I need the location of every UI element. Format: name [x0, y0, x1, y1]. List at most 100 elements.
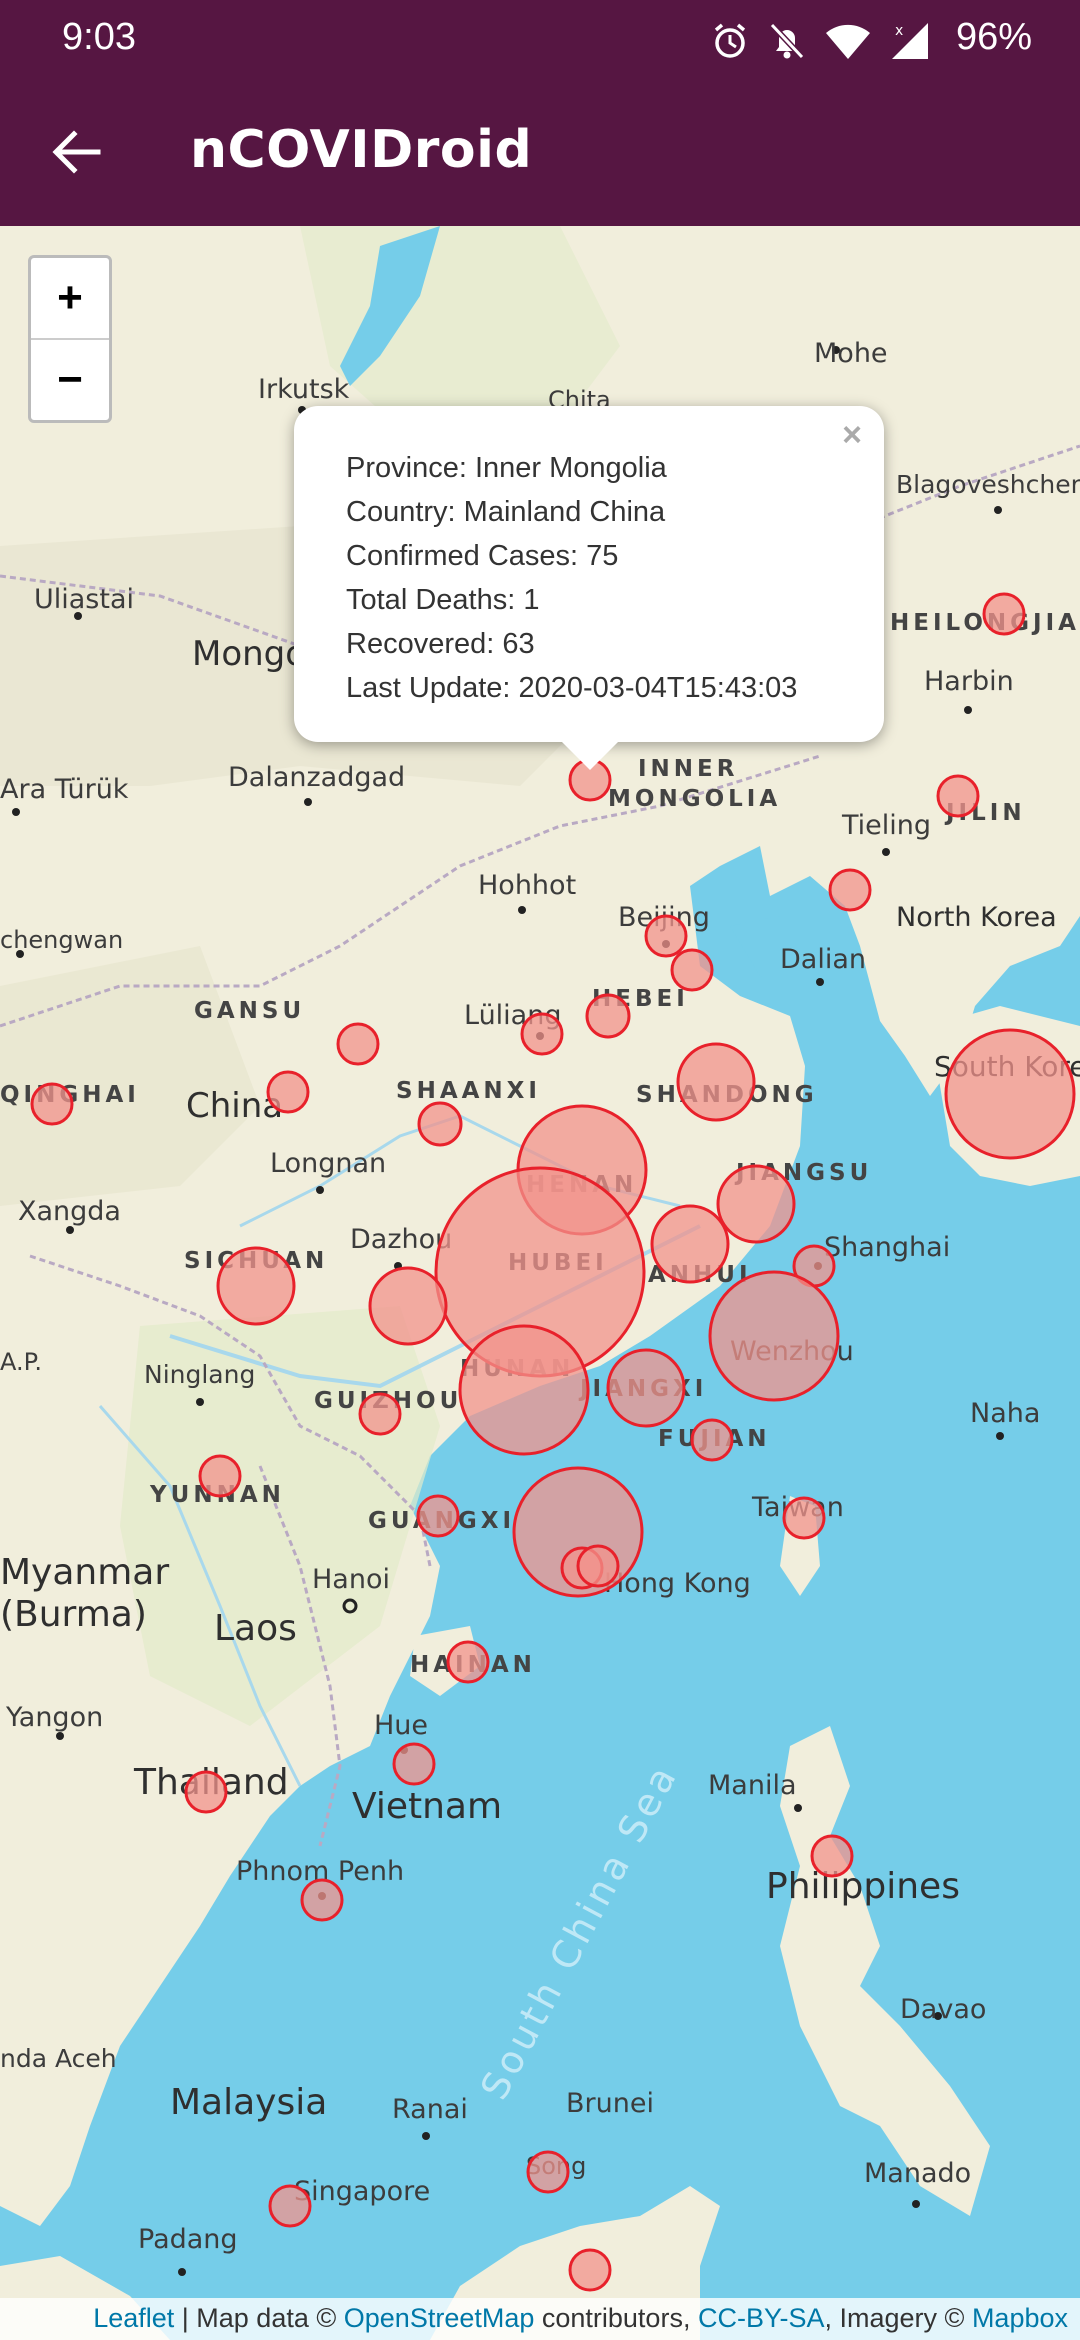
map-label: Dazhou: [350, 1224, 453, 1255]
case-marker[interactable]: [392, 1742, 436, 1786]
case-marker[interactable]: [708, 1270, 840, 1402]
case-marker[interactable]: [30, 1082, 74, 1126]
mekong-river: [98, 1405, 302, 1787]
cc-by-sa-link[interactable]: CC-BY-SA: [697, 2303, 825, 2333]
notifications-off-icon: [769, 22, 805, 60]
map-label: (Burma): [0, 1594, 147, 1635]
case-marker[interactable]: [828, 868, 872, 912]
attribution-text: , Imagery ©: [824, 2303, 972, 2333]
map-label: Tieling: [842, 810, 932, 841]
north-korea-land: [850, 816, 960, 946]
map-label: Singapore: [294, 2176, 431, 2207]
map-label: Ara Türük: [0, 774, 129, 805]
lake-baikal: [340, 226, 440, 386]
case-marker[interactable]: [650, 1204, 730, 1284]
map-label: Irkutsk: [258, 374, 350, 405]
map-label: Ranai: [392, 2094, 468, 2125]
case-marker[interactable]: [184, 1770, 228, 1814]
back-arrow-icon[interactable]: [48, 124, 104, 180]
case-marker[interactable]: [446, 1640, 490, 1684]
sea-patch: [730, 916, 820, 986]
case-popup: × Province: Inner Mongolia Country: Main…: [294, 406, 884, 742]
map-label: Longnan: [270, 1148, 387, 1179]
map-label: Shanghai: [824, 1232, 951, 1263]
openstreetmap-link[interactable]: OpenStreetMap: [343, 2303, 535, 2333]
zoom-out-button[interactable]: −: [57, 355, 83, 404]
case-marker[interactable]: [336, 1022, 380, 1066]
case-marker[interactable]: [690, 1418, 734, 1462]
map-label: MONGOLIA: [608, 786, 782, 812]
mapbox-link[interactable]: Mapbox: [971, 2303, 1068, 2333]
popup-deaths: Total Deaths: 1: [346, 584, 540, 616]
cell-signal-icon: x: [892, 23, 928, 59]
popup-country: Country: Mainland China: [346, 496, 666, 528]
leaflet-link[interactable]: Leaflet: [93, 2303, 175, 2333]
map-label: chengwan: [0, 926, 124, 954]
case-marker[interactable]: [585, 993, 631, 1039]
case-marker[interactable]: [300, 1878, 344, 1922]
case-marker[interactable]: [268, 2184, 312, 2228]
case-marker[interactable]: [810, 1834, 854, 1878]
border-laos: [258, 1465, 342, 1847]
map-label: Dalian: [780, 944, 866, 975]
app-title: nCOVIDroid: [190, 120, 533, 180]
app-bar: nCOVIDroid: [0, 80, 1080, 226]
attribution-text: contributors,: [534, 2303, 698, 2333]
case-marker[interactable]: [568, 2248, 612, 2292]
case-marker[interactable]: [782, 1496, 826, 1540]
map-label: North Korea: [896, 902, 1057, 933]
case-marker[interactable]: [676, 1042, 756, 1122]
status-bar: 9:03 x 96%: [0, 0, 1080, 80]
case-marker[interactable]: [417, 1101, 463, 1147]
battery-level: 96%: [955, 16, 1032, 58]
map-label: Dalanzadgad: [228, 762, 406, 793]
map-label: Hanoi: [312, 1564, 390, 1595]
case-marker[interactable]: [716, 1164, 796, 1244]
attribution-text: | Map data ©: [174, 2303, 344, 2333]
map-attribution: Leaflet | Map data © OpenStreetMap contr…: [0, 2298, 1080, 2340]
map-label: Padang: [138, 2224, 238, 2255]
map-label: Hue: [374, 1710, 429, 1741]
case-marker[interactable]: [458, 1324, 590, 1456]
case-marker[interactable]: [216, 1246, 296, 1326]
popup-province: Province: Inner Mongolia: [346, 452, 667, 484]
case-marker[interactable]: [416, 1494, 460, 1538]
case-marker[interactable]: [520, 1012, 564, 1056]
map-label: Mohe: [814, 338, 888, 369]
map-label: A.P.: [0, 1348, 42, 1376]
case-marker[interactable]: [936, 774, 980, 818]
border-south: [29, 1254, 432, 1567]
case-marker[interactable]: [576, 1544, 620, 1588]
case-marker[interactable]: [644, 914, 688, 958]
popup-close-button[interactable]: ×: [842, 416, 862, 454]
map-label: Harbin: [924, 666, 1014, 697]
case-markers-layer[interactable]: [0, 226, 1080, 2340]
map-label: Naha: [970, 1398, 1041, 1429]
zoom-in-button[interactable]: +: [31, 258, 109, 340]
case-marker[interactable]: [944, 1028, 1076, 1160]
popup-recovered: Recovered: 63: [346, 628, 535, 660]
case-marker[interactable]: [198, 1454, 242, 1498]
case-marker[interactable]: [606, 1348, 686, 1428]
map-label: Uliastai: [34, 584, 135, 615]
map-label: Ninglang: [144, 1360, 256, 1389]
map-label: GANSU: [194, 998, 306, 1024]
wifi-icon: [826, 24, 870, 59]
case-marker[interactable]: [368, 1266, 448, 1346]
case-marker[interactable]: [982, 592, 1026, 636]
popup-tip: [560, 740, 620, 770]
map-label: Xangda: [18, 1196, 121, 1227]
border-mongolia: [0, 754, 821, 1028]
map-label: Myanmar: [0, 1552, 170, 1593]
case-marker[interactable]: [670, 948, 714, 992]
zoom-control: + −: [28, 255, 112, 423]
map-label: nda Aceh: [0, 2044, 117, 2073]
case-marker[interactable]: [266, 1070, 310, 1114]
case-marker[interactable]: [358, 1392, 402, 1436]
status-time: 9:03: [62, 16, 136, 58]
alarm-icon: [714, 23, 746, 58]
popup-confirmed: Confirmed Cases: 75: [346, 540, 619, 572]
map-label: INNER: [638, 756, 739, 782]
case-marker[interactable]: [526, 2150, 570, 2194]
popup-last-update: Last Update: 2020-03-04T15:43:03: [346, 672, 798, 704]
